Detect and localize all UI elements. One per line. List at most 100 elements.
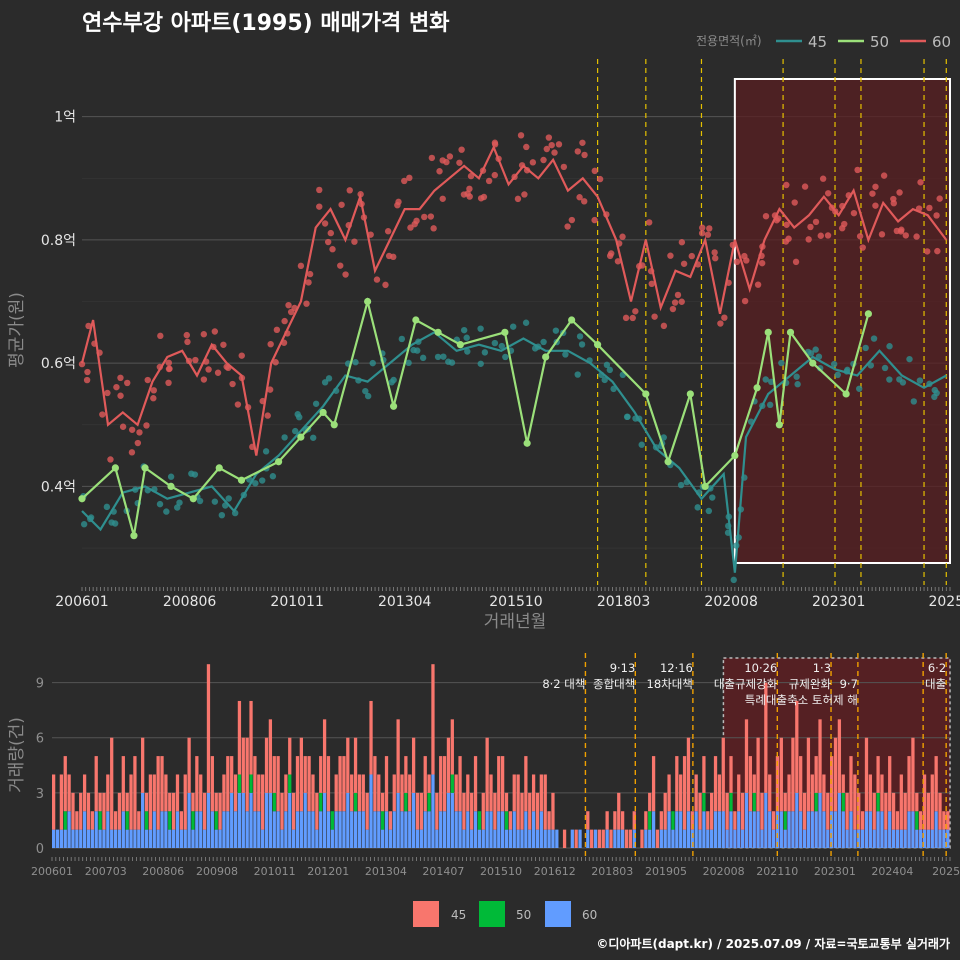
price-point-45: [578, 341, 586, 348]
price-point-60: [439, 195, 446, 202]
volume-bar-45: [183, 774, 187, 830]
volume-bar-60: [737, 811, 741, 848]
price-point-60: [704, 231, 712, 238]
volume-bar-45: [826, 792, 830, 830]
bottom-x-tick-label: 202301: [814, 865, 856, 878]
volume-bar-60: [392, 811, 396, 848]
volume-bar-60: [733, 829, 737, 848]
price-point-60: [165, 359, 173, 367]
volume-bar-60: [291, 829, 296, 848]
price-point-60: [234, 401, 242, 408]
legend-title: 전용면적(㎡): [696, 34, 762, 48]
volume-bar-45: [191, 792, 195, 812]
volume-bar-45: [872, 792, 876, 830]
volume-bar-60: [82, 811, 87, 848]
volume-bar-45: [919, 811, 923, 830]
price-point-60: [220, 341, 227, 348]
price-point-50: [753, 384, 761, 392]
price-point-60: [285, 301, 292, 309]
volume-bar-60: [833, 811, 838, 848]
price-point-60: [934, 247, 941, 255]
price-line-45: [81, 330, 947, 573]
volume-bar-60: [377, 811, 381, 848]
volume-bar-45: [291, 792, 296, 830]
volume-bar-50: [144, 811, 149, 830]
price-point-45: [481, 349, 489, 356]
volume-bar-45: [415, 792, 420, 830]
price-point-60: [579, 139, 586, 146]
price-line-50: [81, 297, 870, 536]
price-point-60: [926, 204, 933, 212]
policy-annotation: 9·7: [840, 677, 858, 691]
volume-bar-60: [230, 792, 234, 848]
price-point-45: [502, 353, 509, 361]
price-point-45: [766, 401, 774, 409]
volume-bar-45: [98, 792, 102, 812]
price-point-60: [214, 369, 222, 376]
price-point-60: [272, 359, 279, 366]
volume-bar-45: [462, 792, 466, 830]
volume-bar-60: [679, 811, 683, 848]
price-point-45: [352, 359, 359, 366]
price-point-60: [854, 166, 861, 174]
legend-bottom-swatch-50: [479, 901, 505, 927]
volume-bar-60: [895, 829, 900, 848]
price-point-60: [706, 225, 713, 232]
volume-bar-60: [744, 792, 749, 848]
price-point-60: [890, 195, 897, 203]
volume-bar-60: [141, 792, 145, 848]
volume-bar-45: [679, 774, 683, 812]
volume-bar-45: [501, 756, 505, 812]
price-point-60: [743, 257, 750, 264]
volume-bar-50: [125, 811, 129, 830]
volume-bar-45: [799, 756, 803, 812]
price-point-45: [910, 398, 918, 405]
volume-bar-60: [222, 811, 226, 848]
price-point-45: [259, 477, 266, 484]
price-point-60: [382, 281, 389, 289]
price-point-60: [733, 258, 741, 266]
volume-bar-45: [802, 792, 807, 830]
price-point-50: [456, 341, 464, 349]
legend-bottom: 45 50 60: [413, 901, 597, 927]
legend-label-45: 45: [808, 33, 827, 51]
volume-bar-60: [288, 792, 292, 848]
volume-bar-60: [826, 829, 830, 848]
volume-bar-45: [206, 664, 211, 793]
volume-bar-45: [276, 756, 280, 812]
volume-bar-45: [288, 737, 292, 775]
volume-bar-45: [322, 719, 327, 793]
volume-bar-60: [648, 829, 652, 848]
price-point-60: [717, 320, 724, 327]
volume-bar-45: [721, 737, 725, 812]
price-point-60: [238, 352, 245, 359]
volume-bar-60: [411, 792, 416, 848]
volume-bar-60: [725, 829, 729, 848]
volume-bar-60: [570, 829, 574, 848]
volume-bar-45: [655, 829, 660, 848]
volume-bar-60: [802, 829, 807, 848]
volume-bar-60: [148, 829, 153, 848]
price-point-45: [862, 344, 869, 352]
volume-bar-45: [729, 756, 733, 793]
volume-bar-60: [168, 829, 172, 848]
price-point-60: [783, 221, 790, 228]
volume-bar-60: [926, 829, 931, 848]
volume-bar-45: [756, 737, 760, 812]
price-point-60: [211, 328, 219, 335]
price-point-60: [99, 411, 106, 418]
price-point-45: [419, 354, 427, 362]
bottom-x-tick-label: 2025: [932, 865, 960, 878]
volume-bar-45: [771, 811, 776, 830]
volume-bar-45: [319, 756, 323, 793]
price-point-60: [407, 224, 414, 231]
volume-bar-60: [137, 829, 141, 848]
volume-bar-60: [280, 829, 284, 848]
volume-bar-45: [299, 737, 303, 812]
volume-bar-60: [319, 811, 323, 848]
price-point-50: [842, 390, 850, 398]
volume-bar-45: [497, 756, 501, 812]
price-point-45: [414, 347, 421, 354]
volume-bar-45: [710, 792, 714, 830]
volume-bar-45: [63, 756, 67, 812]
